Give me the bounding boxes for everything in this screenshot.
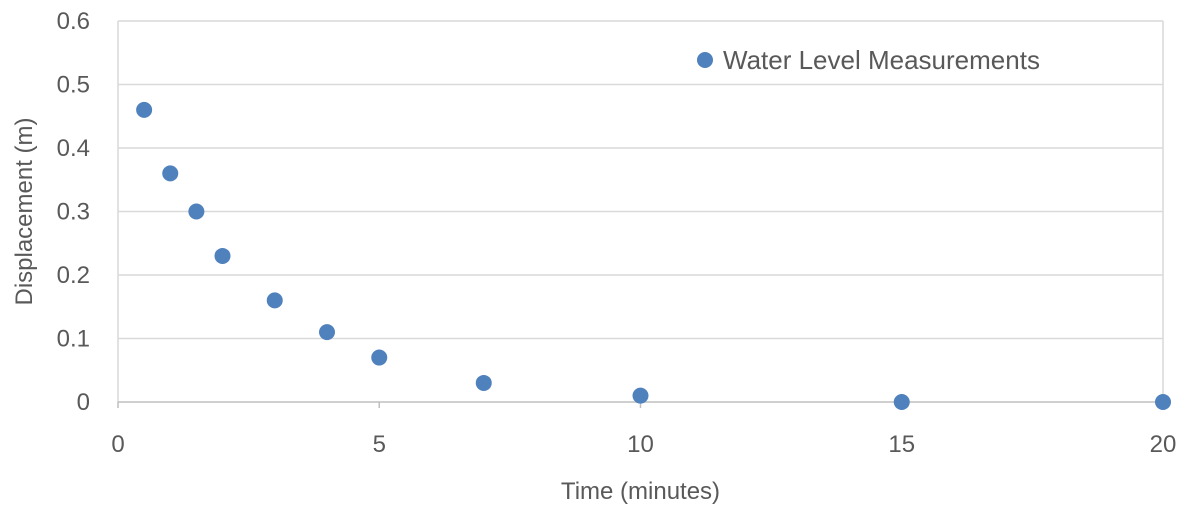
- x-tick-label: 0: [111, 431, 124, 458]
- data-points: [136, 101, 1171, 410]
- y-tick-label: 0: [77, 389, 90, 416]
- gridlines: [118, 20, 1163, 340]
- legend: Water Level Measurements: [697, 45, 1040, 75]
- y-tick-label: 0.6: [57, 8, 90, 35]
- data-point: [319, 324, 335, 341]
- y-tick-label: 0.1: [57, 326, 90, 353]
- data-point: [188, 203, 205, 220]
- data-point: [162, 165, 179, 182]
- data-point: [266, 292, 283, 309]
- data-point: [214, 247, 231, 264]
- data-point: [1155, 394, 1171, 410]
- y-tick-label: 0.2: [57, 262, 90, 289]
- data-point: [136, 101, 153, 118]
- legend-label: Water Level Measurements: [723, 45, 1040, 75]
- legend-marker: [697, 52, 713, 68]
- y-tick-label: 0.4: [57, 135, 90, 162]
- y-tick-label: 0.3: [57, 199, 90, 226]
- x-tick-label: 10: [627, 431, 654, 458]
- x-tick-label: 15: [888, 431, 915, 458]
- axes: [117, 21, 1164, 408]
- data-point: [632, 387, 649, 404]
- x-tick-label: 5: [373, 431, 386, 458]
- data-point: [475, 374, 492, 391]
- x-tick-label: 20: [1150, 431, 1177, 458]
- x-axis-title: Time (minutes): [561, 478, 720, 505]
- y-tick-label: 0.5: [57, 72, 90, 99]
- data-point: [893, 394, 910, 410]
- tick-labels: 0 0.1 0.2 0.3 0.4 0.5 0.6 0 5 10 15 20: [57, 8, 1177, 458]
- y-axis-title: Displacement (m): [11, 117, 38, 305]
- data-point: [371, 349, 388, 366]
